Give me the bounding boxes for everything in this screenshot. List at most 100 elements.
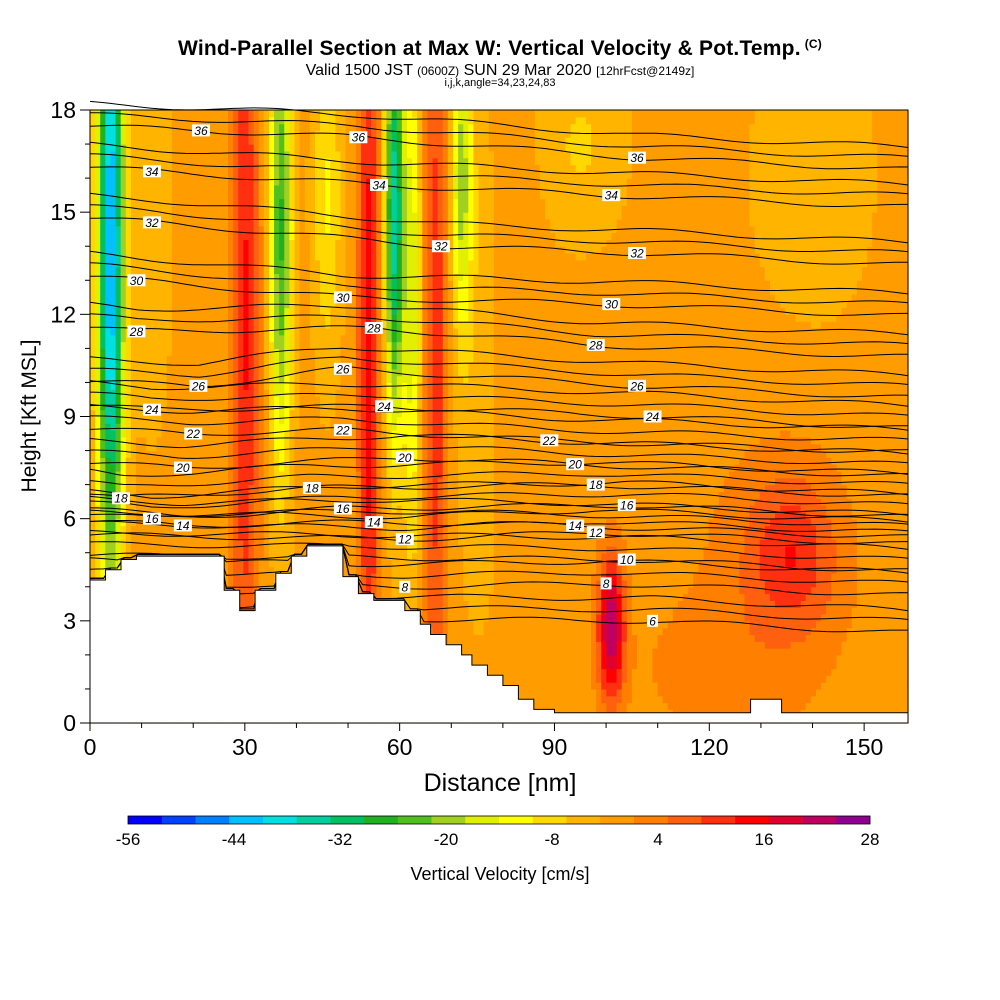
velocity-cell: [166, 205, 173, 213]
velocity-cell: [304, 382, 311, 390]
velocity-cell: [115, 518, 122, 527]
velocity-cell: [120, 477, 127, 486]
velocity-cell: [166, 525, 173, 533]
velocity-cell: [228, 436, 234, 445]
velocity-cell: [141, 430, 147, 438]
velocity-cell: [350, 457, 357, 465]
velocity-cell: [263, 314, 270, 322]
velocity-cell: [294, 123, 301, 132]
velocity-cell: [274, 532, 280, 540]
velocity-cell: [176, 130, 183, 138]
velocity-cell: [335, 348, 342, 356]
velocity-cell: [284, 484, 290, 493]
velocity-cell: [125, 355, 132, 363]
velocity-cell: [263, 280, 270, 288]
velocity-cell: [161, 327, 168, 336]
velocity-cell: [274, 137, 280, 145]
velocity-cell: [105, 280, 112, 288]
velocity-cell: [207, 232, 214, 241]
velocity-cell: [90, 409, 96, 418]
velocity-cell: [233, 470, 239, 479]
velocity-cell: [233, 198, 239, 206]
velocity-cell: [100, 144, 106, 152]
velocity-cell: [100, 450, 106, 458]
velocity-cell: [279, 266, 285, 275]
velocity-cell: [105, 518, 112, 527]
velocity-cell: [325, 334, 331, 343]
velocity-cell: [176, 300, 183, 309]
velocity-cell: [156, 212, 163, 220]
velocity-cell: [95, 321, 101, 329]
velocity-cell: [274, 259, 280, 268]
velocity-cell: [212, 511, 219, 520]
velocity-cell: [182, 184, 188, 193]
velocity-cell: [355, 266, 362, 275]
velocity-cell: [330, 321, 336, 329]
velocity-cell: [217, 178, 224, 186]
velocity-cell: [176, 239, 183, 247]
velocity-cell: [95, 375, 101, 384]
velocity-cell: [309, 253, 316, 261]
velocity-cell: [289, 470, 296, 479]
velocity-cell: [258, 341, 265, 349]
velocity-cell: [161, 287, 168, 295]
velocity-cell: [248, 382, 255, 390]
velocity-cell: [350, 389, 357, 397]
velocity-cell: [156, 287, 163, 295]
velocity-cell: [130, 164, 137, 172]
velocity-cell: [228, 552, 234, 561]
velocity-cell: [176, 123, 183, 132]
velocity-cell: [366, 287, 372, 295]
velocity-cell: [279, 355, 285, 363]
velocity-cell: [263, 436, 270, 445]
velocity-cell: [294, 409, 301, 418]
velocity-cell: [309, 341, 316, 349]
velocity-cell: [110, 375, 117, 384]
velocity-cell: [187, 137, 193, 145]
velocity-cell: [268, 321, 275, 329]
velocity-cell: [345, 178, 352, 186]
velocity-cell: [366, 511, 372, 520]
velocity-cell: [166, 130, 173, 138]
velocity-cell: [130, 232, 137, 241]
velocity-cell: [314, 314, 321, 322]
velocity-cell: [197, 137, 204, 145]
velocity-cell: [268, 532, 275, 540]
velocity-cell: [294, 477, 301, 486]
velocity-cell: [253, 150, 260, 159]
velocity-cell: [115, 239, 122, 247]
velocity-cell: [279, 505, 285, 513]
velocity-cell: [125, 110, 132, 118]
velocity-cell: [161, 443, 168, 452]
velocity-cell: [279, 382, 285, 390]
velocity-cell: [110, 511, 117, 520]
velocity-cell: [366, 334, 372, 343]
velocity-cell: [90, 273, 96, 281]
velocity-cell: [176, 355, 183, 363]
velocity-cell: [90, 253, 96, 261]
velocity-cell: [350, 416, 357, 424]
velocity-cell: [320, 396, 326, 404]
velocity-cell: [253, 532, 260, 540]
velocity-cell: [166, 511, 173, 520]
velocity-cell: [345, 566, 352, 574]
velocity-cell: [325, 436, 331, 445]
velocity-cell: [95, 273, 101, 281]
velocity-cell: [176, 150, 183, 159]
velocity-cell: [340, 239, 347, 247]
velocity-cell: [187, 450, 193, 458]
velocity-cell: [238, 157, 244, 166]
velocity-cell: [258, 566, 265, 574]
velocity-cell: [146, 470, 152, 479]
velocity-cell: [360, 198, 367, 206]
velocity-cell: [299, 198, 306, 206]
velocity-cell: [279, 423, 285, 431]
velocity-cell: [258, 368, 265, 377]
velocity-cell: [217, 246, 224, 254]
velocity-cell: [228, 573, 234, 581]
velocity-cell: [151, 191, 158, 200]
velocity-cell: [274, 191, 280, 200]
velocity-cell: [304, 123, 311, 132]
velocity-cell: [371, 532, 377, 540]
velocity-cell: [192, 348, 198, 356]
